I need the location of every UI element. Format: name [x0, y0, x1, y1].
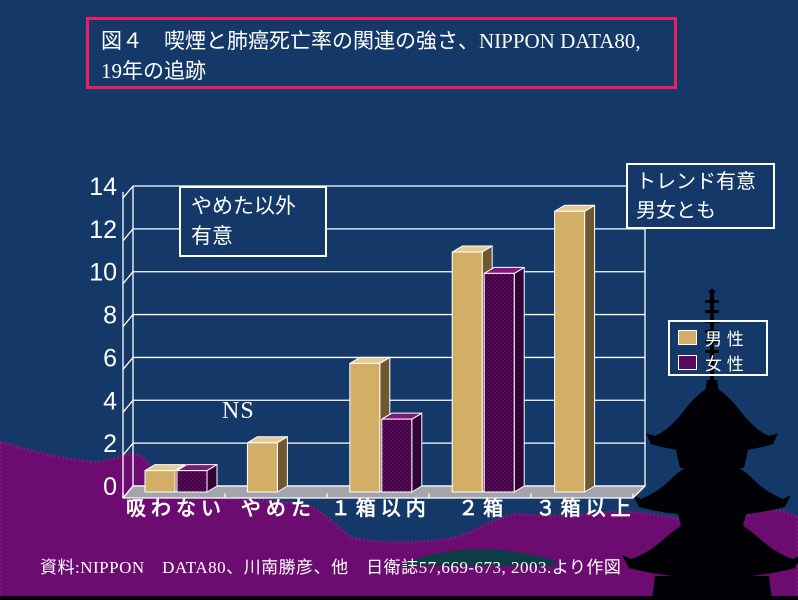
bar-female-side	[513, 266, 525, 493]
bar-female-3	[483, 272, 515, 493]
y-tick-label: 6	[103, 344, 117, 372]
slide-title-line1: 図４ 喫煙と肺癌死亡率の関連の強さ、NIPPON DATA80,	[101, 29, 641, 53]
bar-male-3	[451, 251, 483, 493]
teal-hill-silhouette	[400, 549, 557, 566]
y-axis-tick	[122, 271, 134, 285]
x-category-label: ３箱以上	[536, 496, 636, 520]
slide-title-line2: 19年の追跡	[101, 59, 206, 84]
legend-item-male: 男 性	[678, 325, 762, 350]
x-category-label: 吸わない	[126, 497, 226, 520]
bar-female-0	[176, 470, 208, 493]
y-axis-tick	[122, 228, 134, 242]
ns-label: NS	[222, 398, 255, 424]
bar-male-1	[246, 442, 278, 493]
bar-female-2	[381, 418, 413, 493]
title-box: 図４ 喫煙と肺癌死亡率の関連の強さ、NIPPON DATA80, 19年の追跡	[86, 17, 677, 89]
y-tick-label: 10	[89, 259, 117, 287]
bar-male-2	[349, 362, 381, 493]
bar-male-side	[276, 436, 288, 493]
y-tick-label: 8	[103, 302, 117, 330]
trend-line2: 男女とも	[636, 200, 716, 222]
legend-item-female: 女 性	[678, 350, 762, 375]
bar-male-4	[554, 210, 586, 493]
y-axis-tick	[122, 442, 134, 456]
pagoda-silhouette	[622, 289, 798, 600]
legend-label-male: 男 性	[705, 330, 744, 349]
significance-line1: やめた以外	[191, 195, 296, 218]
x-category-label: １箱以内	[331, 496, 431, 520]
y-tick-label: 0	[103, 473, 117, 501]
y-tick-label: 4	[103, 387, 117, 415]
legend-label-female: 女 性	[705, 355, 744, 374]
y-axis-tick	[122, 314, 134, 327]
female-series-swatch	[678, 355, 697, 370]
y-axis-tick	[122, 185, 134, 199]
bar-female-side	[411, 412, 423, 493]
trend-line1: トレンド有意	[636, 171, 756, 193]
significance-line2: 有意	[191, 224, 233, 248]
male-series-swatch	[678, 330, 697, 345]
significance-annotation-box: やめた以外 有意	[179, 186, 327, 257]
x-category-label: ２箱	[458, 496, 508, 520]
y-tick-label: 2	[103, 430, 117, 458]
y-axis-tick	[122, 399, 134, 413]
bar-male-0	[144, 470, 176, 493]
chart-legend: 男 性 女 性	[668, 320, 768, 376]
y-tick-label: 12	[89, 216, 117, 244]
bar-male-side	[584, 204, 596, 493]
bottom-border-strip	[0, 596, 798, 600]
trend-annotation-box: トレンド有意 男女とも	[626, 163, 775, 229]
y-tick-label: 14	[89, 173, 117, 201]
y-axis-tick	[122, 357, 134, 370]
x-category-label: やめた	[241, 497, 316, 520]
source-citation: 資料:NIPPON DATA80、川南勝彦、他 日衛誌57,669-673, 2…	[40, 558, 622, 577]
